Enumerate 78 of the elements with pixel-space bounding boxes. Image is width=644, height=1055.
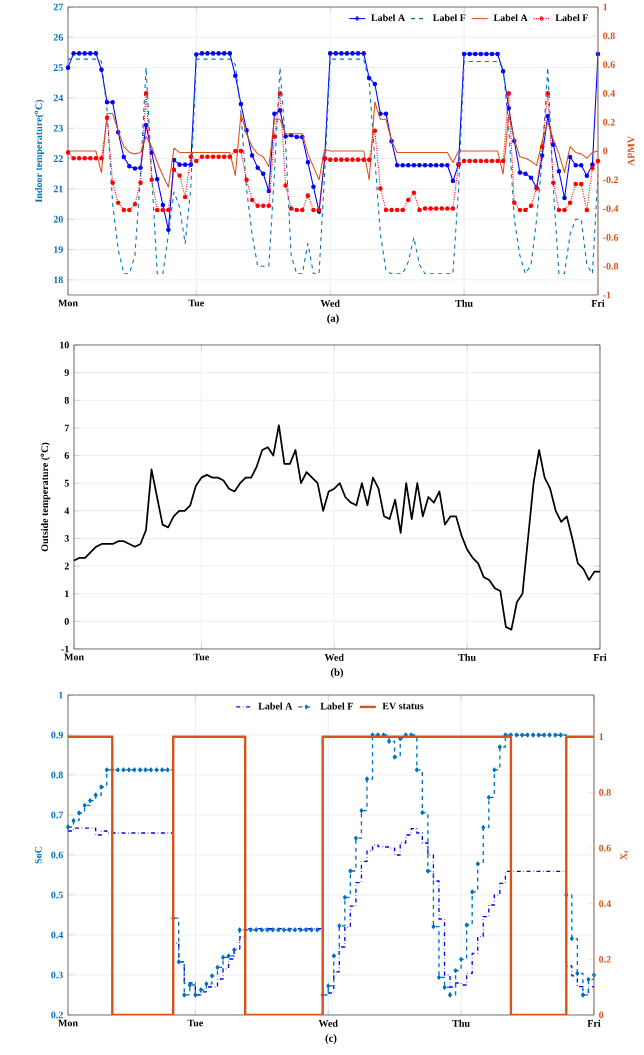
x-tick-label: Mon (58, 299, 78, 307)
y2-tick-label: -1 (603, 291, 611, 299)
y2-tick-label: -0.2 (603, 176, 619, 184)
legend-label: Label F (432, 14, 466, 22)
y2-tick-label: -0.8 (603, 262, 619, 270)
y-tick-label: 3 (64, 535, 69, 542)
y-tick-label: 6 (64, 452, 69, 459)
y-tick-label: 18 (54, 276, 63, 284)
y-tick-label: 5 (64, 479, 69, 487)
y-tick-label: -1 (61, 645, 69, 653)
y-axis-title: Outside temperature ($^{o}$C) (40, 442, 51, 552)
y2-tick-label: 0 (603, 147, 608, 155)
y-tick-label: 0.5 (51, 891, 63, 899)
y-tick-label: 0 (64, 617, 69, 625)
y-tick-label: 19 (54, 246, 63, 253)
legend-label: Label A (371, 14, 406, 22)
y-axis-title: SoC (34, 846, 42, 864)
x-tick-label: Thu (452, 1019, 470, 1027)
x-tick-label: Fri (587, 1019, 601, 1027)
y-tick-label: 0.4 (51, 931, 64, 939)
legend-label: Label F (320, 702, 353, 710)
x-tick-label: Tue (188, 299, 204, 307)
y2-tick-label: 0.2 (603, 118, 615, 126)
y-tick-label: 21 (53, 185, 63, 193)
y2-axis-title: X$_{t}$ (620, 850, 629, 860)
y-tick-label: 1 (59, 691, 63, 699)
y-tick-label: 25 (53, 64, 63, 71)
legend-label: EV status (382, 702, 424, 710)
y2-tick-label: 0.6 (603, 61, 615, 68)
y-tick-label: 0.2 (51, 1011, 63, 1019)
y-tick-label: 4 (64, 507, 70, 515)
y-axis-title: Indoor temperature($^{o}$C) (34, 99, 45, 203)
y2-tick-label: -0.6 (603, 233, 619, 241)
y-tick-label: 9 (64, 369, 69, 376)
y2-tick-label: 0 (599, 1011, 604, 1019)
x-tick-label: Mon (58, 1019, 78, 1027)
x-tick-label: Tue (187, 1019, 203, 1027)
x-tick-label: Mon (64, 653, 84, 661)
y-tick-label: 20 (53, 215, 63, 223)
y-tick-label: 22 (53, 155, 63, 162)
text: (b) (330, 668, 344, 679)
x-tick-label: Fri (591, 299, 605, 307)
y-tick-label: 0.6 (51, 851, 63, 859)
y-tick-label: 26 (53, 33, 63, 41)
y-tick-label: 2 (64, 562, 69, 570)
y2-tick-label: 1 (603, 3, 608, 11)
y-tick-label: 10 (60, 341, 69, 349)
y-tick-label: 7 (64, 424, 70, 432)
y-tick-label: 0.8 (51, 771, 63, 779)
legend-label: Label A (493, 14, 528, 22)
legend-label: Label F (555, 14, 588, 22)
x-tick-label: Tue (193, 653, 209, 661)
y-tick-label: 1 (65, 590, 69, 598)
y-tick-label: 8 (64, 396, 69, 404)
y2-axis-title: APMV (627, 136, 635, 166)
x-tick-label: Fri (593, 653, 607, 661)
y-tick-label: 27 (53, 3, 64, 11)
y-tick-label: 23 (53, 124, 63, 132)
x-tick-label: Wed (318, 1019, 338, 1027)
x-tick-label: Wed (324, 653, 344, 661)
x-tick-label: Wed (320, 299, 340, 307)
legend-label: Label A (258, 702, 293, 710)
y2-tick-label: 0.8 (603, 32, 615, 40)
y2-tick-label: 0.6 (599, 844, 611, 852)
x-tick-label: Thu (458, 653, 476, 661)
y2-tick-label: 0.4 (603, 90, 616, 97)
y2-tick-label: 0.8 (599, 788, 611, 796)
y2-tick-label: -0.4 (603, 205, 619, 212)
y2-tick-label: 1 (599, 733, 604, 741)
text: (c) (325, 1034, 337, 1045)
y2-tick-label: 0.4 (599, 900, 612, 908)
y-tick-label: 0.7 (51, 811, 64, 819)
text: (a) (327, 314, 339, 325)
x-tick-label: Thu (455, 299, 473, 307)
y2-tick-label: 0.2 (599, 955, 611, 963)
y-tick-label: 24 (53, 94, 64, 102)
y-tick-label: 0.9 (51, 731, 63, 739)
y-tick-label: 0.3 (51, 971, 63, 979)
